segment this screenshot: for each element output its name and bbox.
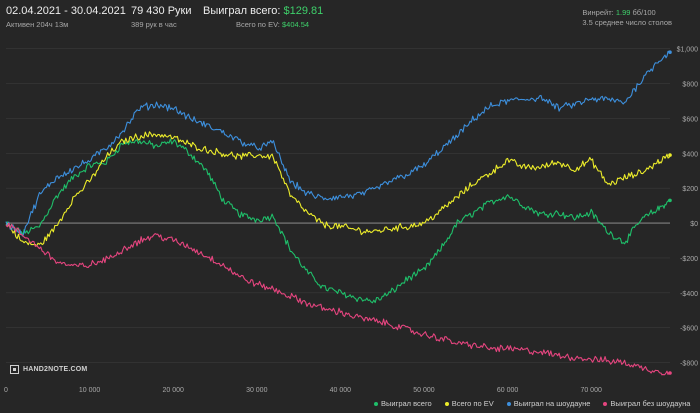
y-tick-label: $800 xyxy=(682,82,698,89)
winrate-value: 1.99 xyxy=(615,8,631,17)
brand-name: HAND2NOTE.COM xyxy=(23,366,88,373)
series-end-point-0 xyxy=(668,198,672,203)
avg-tables: 3.5 среднее число столов xyxy=(582,18,672,28)
won-total-value: $129.81 xyxy=(283,5,324,17)
x-tick-label: 60 000 xyxy=(497,387,519,394)
legend-item-won-total[interactable]: Выиграл всего xyxy=(374,399,432,408)
winrate-block: Винрейт: 1.99 бб/100 3.5 среднее число с… xyxy=(582,8,672,28)
active-time: Активен 204ч 13м xyxy=(6,20,69,29)
results-block: Выиграл всего: $129.81 Всего по EV: $404… xyxy=(203,6,323,29)
series-end-point-2 xyxy=(668,50,672,55)
hands-block: 79 430 Руки 389 рук в час xyxy=(131,6,192,29)
x-tick-label: 0 xyxy=(4,387,8,394)
y-tick-label: -$400 xyxy=(680,291,698,298)
x-tick-label: 70 000 xyxy=(580,387,602,394)
series-end-point-1 xyxy=(668,153,672,157)
ev-total: Всего по EV: $404.54 xyxy=(203,21,323,29)
date-range: 02.04.2021 - 30.04.2021 xyxy=(6,5,126,17)
winrate-unit: бб/100 xyxy=(632,8,656,17)
x-tick-label: 30 000 xyxy=(246,387,268,394)
hands-per-hour: 389 рук в час xyxy=(131,20,177,29)
y-tick-label: -$200 xyxy=(680,256,698,263)
legend-dot-showdown xyxy=(506,401,511,406)
x-tick-label: 40 000 xyxy=(330,387,352,394)
ev-total-value: $404.54 xyxy=(281,20,310,29)
legend-item-showdown[interactable]: Выиграл на шоудауне xyxy=(506,399,591,408)
won-total: Выиграл всего: $129.81 xyxy=(203,6,323,17)
series-line-0 xyxy=(5,138,671,304)
series-end-point-3 xyxy=(668,371,672,375)
y-tick-label: $600 xyxy=(682,116,698,123)
y-tick-label: $200 xyxy=(682,186,698,193)
legend-label-non-showdown: Выиграл без шоудауна xyxy=(610,399,691,408)
series-line-2 xyxy=(5,50,671,237)
y-tick-label: $1,000 xyxy=(677,47,699,54)
legend-item-non-showdown[interactable]: Выиграл без шоудауна xyxy=(603,399,690,408)
legend-label-ev-total: Всего по EV xyxy=(451,399,494,408)
legend-dot-non-showdown xyxy=(603,401,608,406)
winrate: Винрейт: 1.99 бб/100 xyxy=(582,8,672,18)
date-block: 02.04.2021 - 30.04.2021 Активен 204ч 13м xyxy=(6,6,126,29)
y-tick-label: $400 xyxy=(682,151,698,158)
legend-label-won-total: Выиграл всего xyxy=(381,399,432,408)
winrate-label: Винрейт: xyxy=(582,8,614,17)
legend-dot-won-total xyxy=(374,401,378,406)
chart-legend: Выиграл всего Всего по EV Выиграл на шоу… xyxy=(374,399,690,408)
y-tick-label: -$600 xyxy=(680,326,698,333)
hands-count: 79 430 Руки xyxy=(131,5,192,17)
y-tick-label: -$800 xyxy=(680,361,698,368)
logo-icon xyxy=(10,365,19,374)
y-tick-label: $0 xyxy=(690,221,698,228)
legend-item-ev-total[interactable]: Всего по EV xyxy=(444,399,494,408)
x-tick-label: 50 000 xyxy=(413,387,435,394)
series-line-1 xyxy=(5,131,671,247)
ev-total-label: Всего по EV: xyxy=(236,20,280,29)
series-line-3 xyxy=(5,222,671,376)
x-tick-label: 10 000 xyxy=(79,387,101,394)
x-tick-label: 20 000 xyxy=(162,387,184,394)
brand-logo: HAND2NOTE.COM xyxy=(10,365,87,374)
legend-label-showdown: Выиграл на шоудауне xyxy=(513,399,591,408)
legend-dot-ev-total xyxy=(444,401,449,406)
won-total-label: Выиграл всего: xyxy=(203,5,281,17)
stats-header: 02.04.2021 - 30.04.2021 Активен 204ч 13м… xyxy=(0,0,700,40)
